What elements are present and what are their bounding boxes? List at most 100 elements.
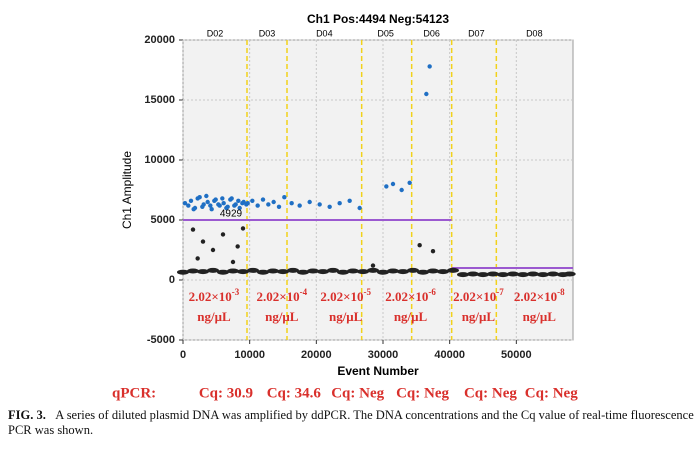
droplet xyxy=(370,263,376,268)
droplet xyxy=(477,272,489,278)
droplet xyxy=(197,195,202,200)
droplet xyxy=(377,269,389,275)
droplet xyxy=(447,267,459,273)
droplet xyxy=(208,203,213,208)
concentration-exp: -7 xyxy=(496,287,504,297)
droplet xyxy=(427,268,439,274)
droplet xyxy=(327,267,339,273)
droplet xyxy=(457,272,469,278)
droplet xyxy=(507,271,519,277)
droplet xyxy=(245,201,250,206)
y-tick-label: 0 xyxy=(169,274,175,286)
droplet xyxy=(257,269,269,275)
droplet xyxy=(236,198,241,203)
droplet xyxy=(201,202,206,207)
qpcr-value: Cq: Neg xyxy=(525,385,578,401)
x-tick-label: 10000 xyxy=(234,349,265,361)
concentration-unit: ng/μL xyxy=(394,309,428,324)
concentration-unit: ng/μL xyxy=(462,309,496,324)
droplet xyxy=(430,249,436,254)
droplet xyxy=(240,226,246,231)
concentration-exp: -6 xyxy=(428,287,436,297)
x-tick-label: 20000 xyxy=(301,349,332,361)
droplet xyxy=(221,201,226,206)
caption-label: FIG. 3. xyxy=(8,408,46,422)
concentration: 2.02×10-3 xyxy=(189,287,240,304)
droplet xyxy=(213,197,218,202)
concentration: 2.02×10-8 xyxy=(514,287,565,304)
y-tick-label: -5000 xyxy=(147,334,175,346)
droplet xyxy=(204,193,209,199)
droplet xyxy=(210,247,216,253)
droplet xyxy=(186,203,191,208)
concentration-exp: -5 xyxy=(364,287,372,297)
droplet xyxy=(289,201,294,206)
droplet xyxy=(307,268,319,274)
droplet xyxy=(220,232,226,237)
x-tick-label: 30000 xyxy=(368,349,399,361)
droplet xyxy=(276,204,282,209)
concentration-unit: ng/μL xyxy=(523,309,557,324)
y-tick-label: 5000 xyxy=(151,214,175,226)
y-tick-label: 20000 xyxy=(144,34,175,46)
concentration-exp: -4 xyxy=(300,287,308,297)
droplet xyxy=(547,271,559,277)
concentration-base: 2.02×10 xyxy=(514,289,557,304)
droplet xyxy=(227,268,239,274)
concentration-exp: -8 xyxy=(557,287,565,297)
droplet xyxy=(225,204,230,209)
droplet xyxy=(563,271,576,277)
droplet xyxy=(427,64,432,69)
droplet xyxy=(357,205,362,211)
droplet xyxy=(337,269,349,275)
x-tick-label: 0 xyxy=(180,349,186,361)
droplet xyxy=(327,204,332,209)
droplet xyxy=(255,203,260,208)
droplet xyxy=(417,269,429,275)
droplet xyxy=(399,187,404,193)
droplet xyxy=(287,267,299,273)
droplet xyxy=(537,272,549,278)
droplet xyxy=(197,269,209,275)
chart: Ch1 Pos:4494 Neg:54123 Event Number Ch1 … xyxy=(112,12,578,401)
caption: FIG. 3. A series of diluted plasmid DNA … xyxy=(8,408,694,438)
well-label: D06 xyxy=(423,28,440,38)
well-label: D04 xyxy=(316,28,333,38)
droplet xyxy=(517,272,529,278)
x-axis-title: Event Number xyxy=(337,364,419,378)
droplet xyxy=(235,244,240,249)
droplet xyxy=(217,203,222,208)
droplet xyxy=(182,201,188,206)
droplet xyxy=(205,199,210,205)
droplet xyxy=(260,197,266,202)
droplet xyxy=(271,199,276,205)
droplet xyxy=(177,269,189,275)
droplet xyxy=(250,198,255,203)
droplet xyxy=(424,91,429,97)
droplet xyxy=(233,202,238,207)
concentration-base: 2.02×10 xyxy=(256,289,299,304)
droplet xyxy=(207,267,219,273)
concentration: 2.02×10-4 xyxy=(256,287,307,304)
droplet xyxy=(297,203,302,208)
droplet xyxy=(527,271,539,277)
droplet xyxy=(195,256,200,261)
droplet xyxy=(347,198,352,203)
concentration-base: 2.02×10 xyxy=(320,289,363,304)
concentration-unit: ng/μL xyxy=(197,309,231,324)
droplet xyxy=(384,184,389,189)
droplet xyxy=(209,207,214,212)
qpcr-value: Cq: 34.6 xyxy=(267,385,322,401)
concentration: 2.02×10-6 xyxy=(385,287,436,304)
concentration-base: 2.02×10 xyxy=(385,289,428,304)
qpcr-value: Cq: Neg xyxy=(464,385,517,401)
droplet xyxy=(277,269,289,275)
qpcr-label: qPCR: xyxy=(112,385,156,401)
droplet xyxy=(192,205,198,211)
droplet xyxy=(229,196,234,201)
droplet xyxy=(237,269,249,275)
well-label: D08 xyxy=(526,28,543,38)
droplet xyxy=(337,201,342,206)
droplet xyxy=(497,272,509,278)
droplet xyxy=(407,267,419,273)
